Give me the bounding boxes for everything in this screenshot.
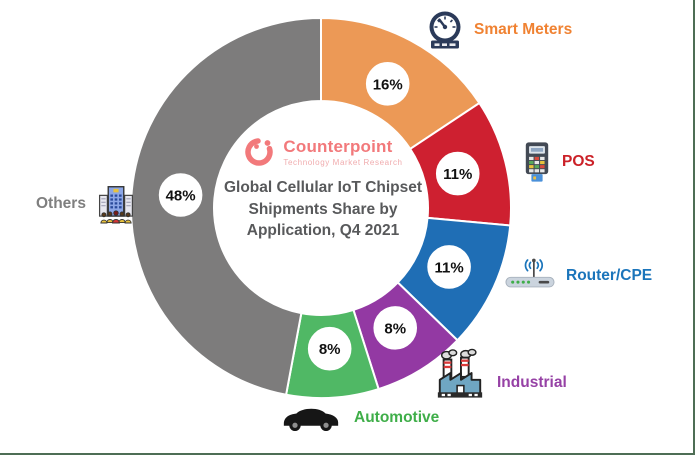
legend-automotive: Automotive bbox=[279, 401, 439, 435]
value-label-automotive: 8% bbox=[319, 341, 341, 358]
brand-name: Counterpoint bbox=[283, 137, 393, 156]
legend-label-router-cpe: Router/CPE bbox=[566, 267, 653, 284]
legend-router-cpe: Router/CPE bbox=[505, 255, 652, 291]
legend-label-industrial: Industrial bbox=[497, 374, 567, 391]
legend-label-others: Others bbox=[36, 195, 86, 212]
chart-center: Counterpoint Technology Market Research … bbox=[198, 136, 448, 242]
value-bubble-smart-meters bbox=[363, 59, 412, 108]
legend-label-automotive: Automotive bbox=[354, 409, 440, 426]
value-label-smart-meters: 16% bbox=[373, 76, 403, 93]
router-icon bbox=[505, 258, 555, 288]
legend-pos: POS bbox=[523, 141, 595, 183]
counterpoint-logo: Counterpoint Technology Market Research bbox=[198, 136, 448, 168]
car-icon bbox=[283, 408, 339, 431]
value-bubble-router-cpe bbox=[424, 242, 474, 292]
legend-label-pos: POS bbox=[562, 153, 595, 170]
brand-tagline: Technology Market Research bbox=[283, 158, 403, 167]
factory-icon bbox=[437, 348, 483, 398]
chart-title: Global Cellular IoT Chipset Shipments Sh… bbox=[223, 179, 423, 239]
pos-terminal-icon bbox=[525, 142, 549, 182]
legend-others: Others bbox=[36, 183, 135, 225]
value-label-pos: 11% bbox=[443, 166, 472, 183]
value-label-industrial: 8% bbox=[384, 320, 406, 337]
donut-segment-others bbox=[130, 16, 322, 396]
value-bubble-others bbox=[156, 170, 205, 220]
buildings-people-icon bbox=[98, 186, 133, 224]
value-bubble-automotive bbox=[305, 324, 354, 373]
legend-smart-meters: Smart Meters bbox=[427, 10, 572, 50]
value-label-others: 48% bbox=[166, 187, 196, 204]
counterpoint-logo-icon bbox=[245, 138, 274, 166]
gauge-meter-icon bbox=[429, 11, 461, 49]
value-bubble-pos bbox=[433, 149, 482, 198]
legend-industrial: Industrial bbox=[434, 347, 567, 401]
value-bubble-industrial bbox=[371, 303, 420, 353]
legend-label-smart-meters: Smart Meters bbox=[474, 21, 573, 38]
value-label-router-cpe: 11% bbox=[434, 259, 463, 276]
